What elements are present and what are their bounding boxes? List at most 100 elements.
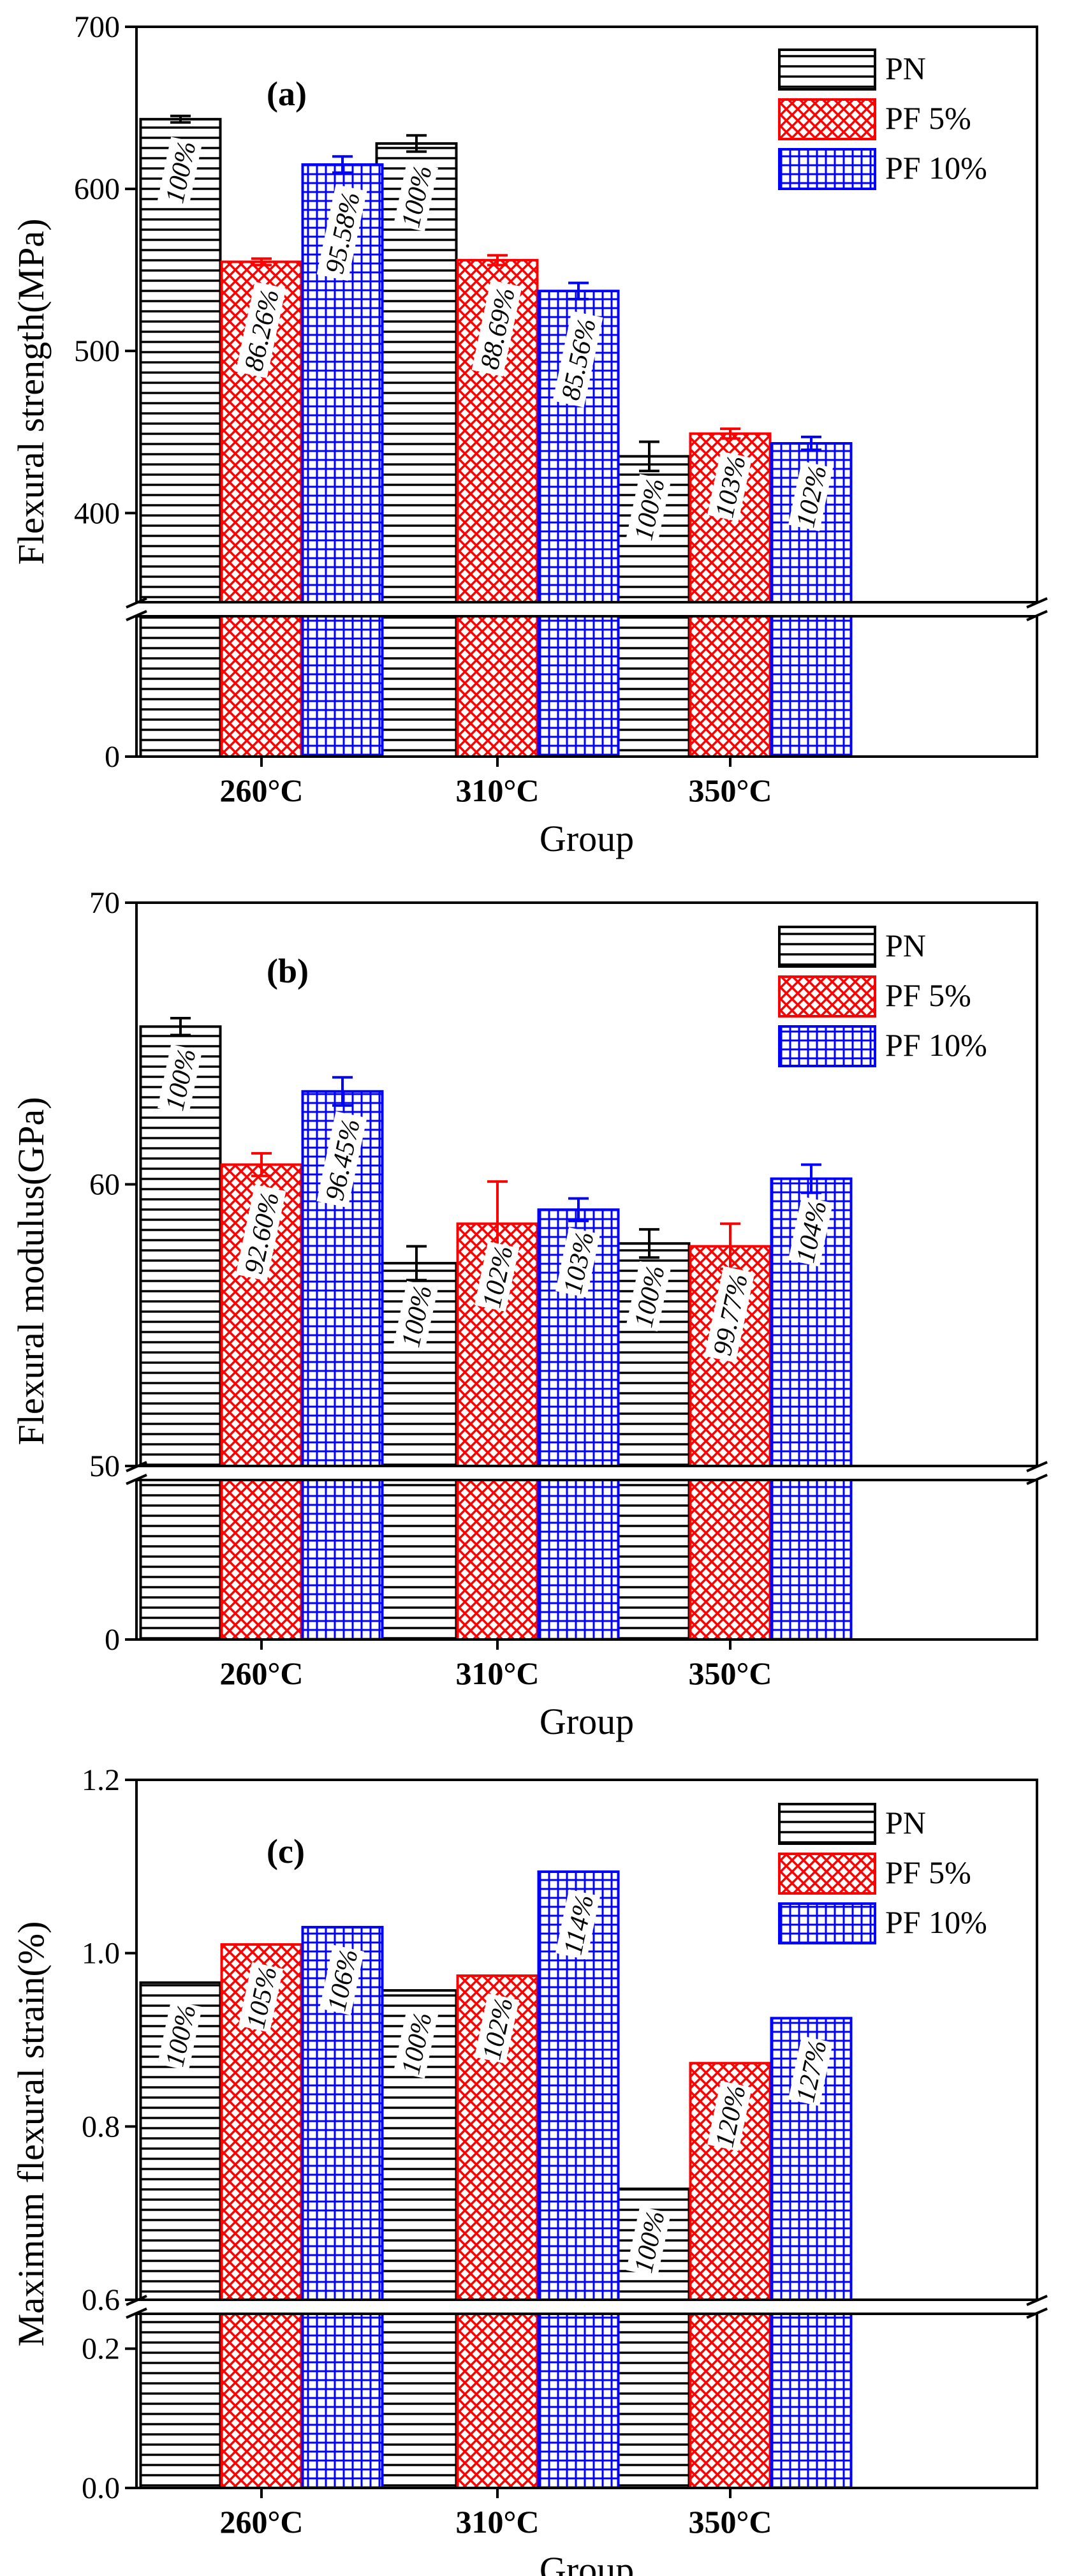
error-bar [170, 114, 191, 124]
y-tick-label: 1.2 [82, 1763, 120, 1797]
error-bar [406, 1245, 427, 1282]
y-tick-label: 60 [89, 1168, 120, 1202]
bar-lower-segment [608, 1479, 691, 1641]
chart-panel-c: 100% 100%100%105% 102%120%106%114%127%0.20… [10, 1763, 1048, 2576]
label-box [316, 184, 367, 281]
panel-label: (a) [267, 75, 307, 113]
x-tick-label: 310°C [455, 773, 539, 808]
error-bar [568, 1197, 589, 1222]
label-box [626, 2206, 672, 2277]
x-tick-label: 260°C [219, 773, 303, 808]
y-axis-title: Flexural strength(MPa) [10, 219, 52, 565]
x-tick-label: 260°C [219, 2504, 303, 2540]
x-axis-title: Group [540, 1701, 634, 1742]
bar-lower-segment [456, 615, 539, 758]
legend-label: PN [885, 928, 926, 963]
label-box [626, 1261, 672, 1332]
bar-lower-segment [301, 615, 384, 758]
y-tick-label: 400 [74, 496, 120, 530]
legend-swatch [778, 1025, 876, 1067]
error-bar [801, 435, 821, 452]
y-tick-label: 70 [89, 886, 120, 920]
legend-swatch [778, 48, 876, 91]
legend-swatch [778, 975, 876, 1018]
bar-percent-label: 105% [238, 1962, 284, 2032]
label-box [555, 1227, 601, 1298]
legend: PN PF 5% PF 10% [778, 926, 987, 1067]
label-box [157, 2000, 203, 2071]
error-bar [487, 254, 508, 267]
y-tick-label: 0.8 [82, 2110, 120, 2143]
plot-frame-upper [135, 1779, 1038, 2301]
legend-swatch [778, 148, 876, 190]
legend-swatch [778, 1902, 876, 1944]
bar-lower-segment [770, 1479, 853, 1641]
label-box [157, 137, 203, 207]
error-bar [251, 1151, 272, 1178]
y-axis-title: Flexural modulus(GPa) [10, 1097, 52, 1445]
bar-lower-segment [537, 2313, 620, 2489]
label-box [157, 1044, 203, 1115]
label-box [788, 461, 834, 531]
label-box [704, 1266, 755, 1363]
y-tick-label: 0 [105, 740, 120, 774]
bar-percent-label: 103% [707, 451, 753, 522]
x-tick-label: 350°C [688, 1655, 772, 1691]
legend-label: PF 10% [885, 1904, 987, 1940]
error-bar [801, 1163, 821, 1194]
panel-label: (c) [267, 1832, 305, 1870]
label-box [393, 1280, 439, 1351]
y-tick-label: 0.2 [82, 2332, 120, 2366]
x-axis-title: Group [540, 818, 634, 859]
legend-label: PF 5% [885, 1854, 971, 1890]
error-bar [568, 281, 589, 300]
bar-percent-label: 102% [788, 461, 834, 531]
legend-swatch [778, 98, 876, 140]
error-bar [720, 427, 740, 440]
label-box [316, 1111, 367, 1208]
bar-lower-segment [456, 1479, 539, 1641]
y-tick-label: 0.6 [82, 2283, 120, 2317]
x-tick-label: 350°C [688, 773, 772, 808]
axis-break-mark [1026, 2295, 1048, 2319]
label-box [393, 161, 439, 232]
bar-lower-segment [375, 2313, 458, 2489]
bar-lower-segment [220, 615, 303, 758]
error-bar [639, 440, 659, 473]
plot-frame-lower [135, 1479, 1038, 1641]
bar-lower-segment [301, 2313, 384, 2489]
bar-lower-segment [139, 615, 222, 758]
x-tick-label: 310°C [455, 1655, 539, 1691]
label-box [393, 2008, 439, 2078]
bar-lower-segment [375, 615, 458, 758]
bar-lower-segment [220, 1479, 303, 1641]
y-tick-label: 700 [74, 10, 120, 44]
label-box [626, 474, 672, 545]
label-box [474, 1993, 520, 2064]
label-box [235, 281, 286, 378]
legend-swatch [778, 1853, 876, 1895]
label-box [235, 1184, 286, 1282]
error-bar [406, 134, 427, 153]
label-box [707, 451, 753, 522]
legend-swatch [778, 926, 876, 968]
bar-lower-segment [689, 1479, 772, 1641]
error-bar [639, 1228, 659, 1259]
bar-lower-segment [537, 1479, 620, 1641]
error-bar [332, 1076, 353, 1107]
bar-lower-segment [770, 615, 853, 758]
chart-panel-b: 100%100% 100%92.60%102% 99.77%96.45%103% 10… [10, 886, 1048, 1742]
label-box [552, 311, 603, 408]
axis-break-mark [1026, 597, 1048, 621]
label-box [471, 280, 522, 377]
x-tick-label: 350°C [688, 2504, 772, 2540]
panel-label: (b) [267, 952, 309, 990]
legend-label: PF 5% [885, 100, 971, 136]
bar-lower-segment [689, 615, 772, 758]
x-axis-title: Group [540, 2549, 634, 2576]
y-tick-label: 1.0 [82, 1937, 120, 1971]
label-box [788, 2036, 834, 2106]
label-box [319, 1944, 365, 2015]
legend-label: PF 10% [885, 1027, 987, 1063]
